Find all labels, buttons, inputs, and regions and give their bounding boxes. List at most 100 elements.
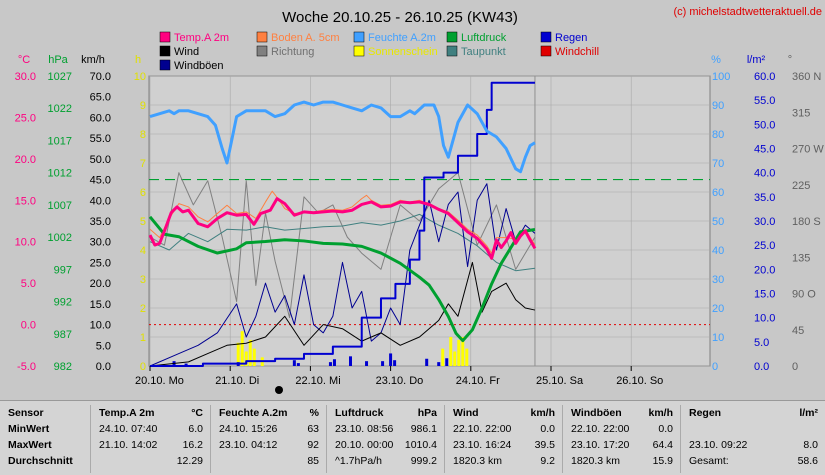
stats-cell-value: 63 (307, 423, 319, 435)
column-unit: km/h (648, 407, 673, 419)
legend-swatch (159, 45, 171, 57)
temp-axis-tick: 0.0 (21, 320, 36, 332)
temp-axis-tick: 10.0 (15, 237, 36, 249)
stats-cell-time: 22.10. 22:00 (571, 423, 630, 435)
stats-cell-value: 0.0 (540, 423, 555, 435)
stats-cell-value: 0.0 (658, 423, 673, 435)
wind-axis-tick: 10.0 (90, 320, 111, 332)
temp-unit: °C (18, 54, 30, 66)
stats-cell-row: 1820.3 km 15.9 (567, 455, 677, 469)
column-name: Windböen (571, 407, 622, 419)
stats-cell-value: 9.2 (540, 455, 555, 467)
stats-row-label: Sensor (4, 407, 86, 421)
stats-cell-row: ^1.7hPa/h 999.2 (331, 455, 441, 469)
rain-axis-tick: 0.0 (754, 361, 769, 373)
rain-bar (437, 362, 441, 366)
legend-label: Regen (555, 32, 587, 44)
rain-axis-tick: 15.0 (754, 289, 775, 301)
sunshine-bar (465, 348, 469, 366)
column-name: Wind (453, 407, 479, 419)
stats-cell-row: 20.10. 00:00 1010.4 (331, 439, 441, 453)
humidity-axis-tick: 50 (712, 216, 724, 228)
sun-axis-tick: 6 (140, 187, 146, 199)
legend-label: Temp.A 2m (174, 32, 229, 44)
stats-column-header: Regen l/m² (685, 407, 822, 421)
legend-swatch (540, 45, 552, 57)
humidity-axis-tick: 80 (712, 129, 724, 141)
stats-column: Windböen km/h 22.10. 22:00 0.0 23.10. 17:20 6… (562, 405, 681, 473)
rain-axis-tick: 35.0 (754, 192, 775, 204)
x-tick-label: 23.10. Do (376, 375, 424, 387)
stats-cell-value: 986.1 (410, 423, 437, 435)
column-unit: km/h (530, 407, 555, 419)
stats-cell-row: 23.10. 16:24 39.5 (449, 439, 559, 453)
rain-axis-tick: 45.0 (754, 144, 775, 156)
temp-axis-tick: 5.0 (21, 278, 36, 290)
stats-cell-value: 8.0 (803, 439, 818, 451)
legend-swatch (159, 31, 171, 43)
direction-line (149, 172, 536, 319)
stats-cell-time: 20.10. 00:00 (335, 439, 394, 451)
copyright-text: (c) michelstadtwetteraktuell.de (673, 6, 822, 18)
stats-cell-time: 23.10. 16:24 (453, 439, 512, 451)
stats-column-header: Wind km/h (449, 407, 559, 421)
column-unit: hPa (417, 407, 437, 419)
pressure-axis-tick: 1017 (48, 135, 72, 147)
x-tick-label: 25.10. Sa (536, 375, 584, 387)
stats-cell-time: 23.10. 09:22 (689, 439, 748, 451)
rain-axis-tick: 10.0 (754, 313, 775, 325)
stats-cell-row: 23.10. 04:12 92 (215, 439, 323, 453)
soil-temp-line (149, 190, 536, 254)
row-label: Sensor (8, 407, 44, 419)
direction-axis-tick: 180 S (792, 216, 821, 228)
x-tick-label: 21.10. Di (215, 375, 259, 387)
stats-row-label: Durchschnitt (4, 455, 86, 469)
humidity-unit: % (711, 54, 721, 66)
stats-row-label: MaxWert (4, 439, 86, 453)
wind-axis-tick: 40.0 (90, 195, 111, 207)
pressure-line (148, 215, 536, 343)
stats-cell-row: 12.29 (95, 455, 207, 469)
temp-axis-tick: 25.0 (15, 112, 36, 124)
wind-axis-tick: 35.0 (90, 216, 111, 228)
legend-label: Boden A. 5cm (271, 32, 340, 44)
sunshine-bar (453, 351, 457, 366)
legend-label: Wind (174, 46, 199, 58)
wind-axis-tick: 55.0 (90, 133, 111, 145)
stats-cell-value: 1010.4 (404, 439, 437, 451)
stats-cell-time: ^1.7hPa/h (335, 455, 382, 467)
stats-cell-value: 12.29 (176, 455, 203, 467)
legend-label: Richtung (271, 46, 314, 58)
sunshine-bar (457, 339, 461, 366)
stats-cell-row: 23.10. 17:20 64.4 (567, 439, 677, 453)
direction-unit: ° (788, 54, 792, 66)
wind-axis-tick: 70.0 (90, 71, 111, 83)
humidity-line (149, 100, 536, 174)
stats-column-header: Feuchte A.2m% (215, 407, 323, 421)
stats-cell-time: 1820.3 km (571, 455, 621, 467)
stats-cell-time: 23.10. 17:20 (571, 439, 630, 451)
stats-column-header: Windböen km/h (567, 407, 677, 421)
stats-cell-time: Gesamt: (689, 455, 729, 467)
sun-unit: h (135, 54, 141, 66)
sun-axis-tick: 9 (140, 100, 146, 112)
pressure-axis-tick: 982 (54, 361, 72, 373)
rain-axis-tick: 25.0 (754, 240, 775, 252)
legend-label: Luftdruck (461, 32, 507, 44)
stats-cell-time: 24.10. 07:40 (99, 423, 158, 435)
stats-cell-value: 16.2 (182, 439, 203, 451)
humidity-axis-tick: 20 (712, 303, 724, 315)
legend-swatch (256, 31, 268, 43)
chart-title: Woche 20.10.25 - 26.10.25 (KW43) (282, 9, 518, 26)
humidity-axis-tick: 70 (712, 158, 724, 170)
sun-axis-tick: 7 (140, 158, 146, 170)
column-unit: °C (191, 407, 203, 419)
column-unit: l/m² (799, 407, 818, 419)
wind-axis-tick: 60.0 (90, 112, 111, 124)
sun-axis-tick: 10 (134, 71, 146, 83)
temp-axis-tick: 30.0 (15, 71, 36, 83)
sunshine-bar (461, 337, 465, 366)
rain-cumulative-line (150, 81, 535, 367)
sun-axis-tick: 4 (140, 245, 146, 257)
stats-column-header: Temp.A 2m °C (95, 407, 207, 421)
